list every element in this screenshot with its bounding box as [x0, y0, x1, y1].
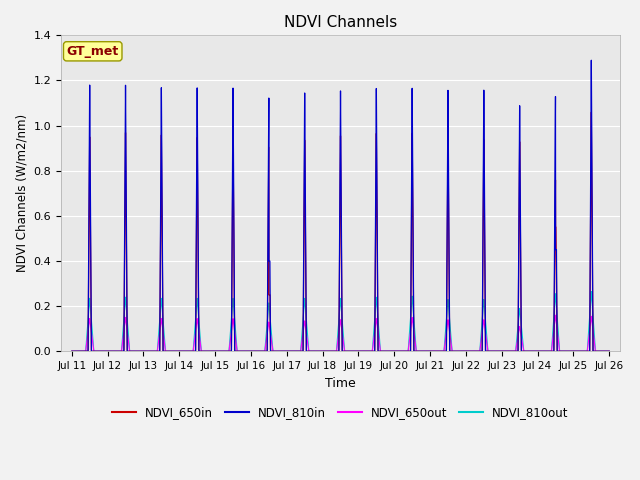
Title: NDVI Channels: NDVI Channels	[284, 15, 397, 30]
Y-axis label: NDVI Channels (W/m2/nm): NDVI Channels (W/m2/nm)	[15, 114, 28, 272]
Legend: NDVI_650in, NDVI_810in, NDVI_650out, NDVI_810out: NDVI_650in, NDVI_810in, NDVI_650out, NDV…	[108, 401, 573, 424]
X-axis label: Time: Time	[325, 377, 356, 390]
Text: GT_met: GT_met	[67, 45, 119, 58]
